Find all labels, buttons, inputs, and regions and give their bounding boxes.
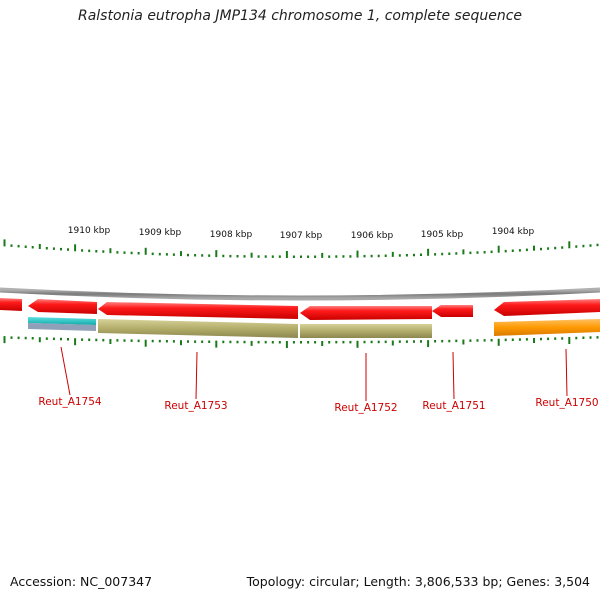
gene-label: Reut_A1754 bbox=[38, 396, 102, 408]
cds-arrow bbox=[494, 299, 600, 316]
scale-label: 1905 kbp bbox=[421, 230, 464, 240]
leader-line bbox=[452, 351, 455, 400]
scale-ticks-inner bbox=[3, 336, 599, 348]
cds-arrow bbox=[98, 302, 298, 319]
cds-arrow bbox=[0, 298, 22, 311]
cds-arrow bbox=[300, 306, 432, 320]
gene-labels: Reut_A1754 Reut_A1753 Reut_A1752 Reut_A1… bbox=[38, 396, 598, 414]
scale-label: 1906 kbp bbox=[351, 231, 394, 241]
accession-text: Accession: NC_007347 bbox=[10, 574, 153, 589]
gene-features bbox=[28, 317, 600, 338]
gene-label: Reut_A1750 bbox=[535, 397, 598, 409]
label-leaders bbox=[60, 346, 568, 401]
gene-bar-olive bbox=[300, 324, 432, 338]
cds-arrow bbox=[432, 305, 473, 317]
gene-bar-gray bbox=[28, 323, 96, 331]
chromosome-backbone bbox=[0, 287, 600, 301]
scale-labels: 1910 kbp 1909 kbp 1908 kbp 1907 kbp 1906… bbox=[68, 226, 535, 241]
scale-label: 1907 kbp bbox=[280, 231, 323, 241]
gene-bar-olive bbox=[98, 319, 298, 338]
cds-features bbox=[0, 298, 600, 320]
scale-label: 1910 kbp bbox=[68, 226, 111, 236]
topology-summary: Topology: circular; Length: 3,806,533 bp… bbox=[246, 574, 590, 589]
scale-label: 1908 kbp bbox=[210, 230, 253, 240]
cds-arrow bbox=[28, 299, 97, 314]
leader-line bbox=[195, 351, 198, 400]
leader-line bbox=[565, 348, 568, 397]
map-title: Ralstonia eutropha JMP134 chromosome 1, … bbox=[77, 8, 522, 24]
leader-line bbox=[60, 346, 71, 396]
gene-bar-orange bbox=[494, 319, 600, 336]
gene-label: Reut_A1753 bbox=[164, 400, 227, 412]
gene-label: Reut_A1751 bbox=[422, 400, 485, 412]
scale-ticks-outer bbox=[3, 239, 599, 258]
gene-label: Reut_A1752 bbox=[334, 402, 397, 414]
scale-label: 1904 kbp bbox=[492, 227, 535, 237]
gene-bar-cyan bbox=[28, 317, 96, 325]
scale-label: 1909 kbp bbox=[139, 228, 182, 238]
